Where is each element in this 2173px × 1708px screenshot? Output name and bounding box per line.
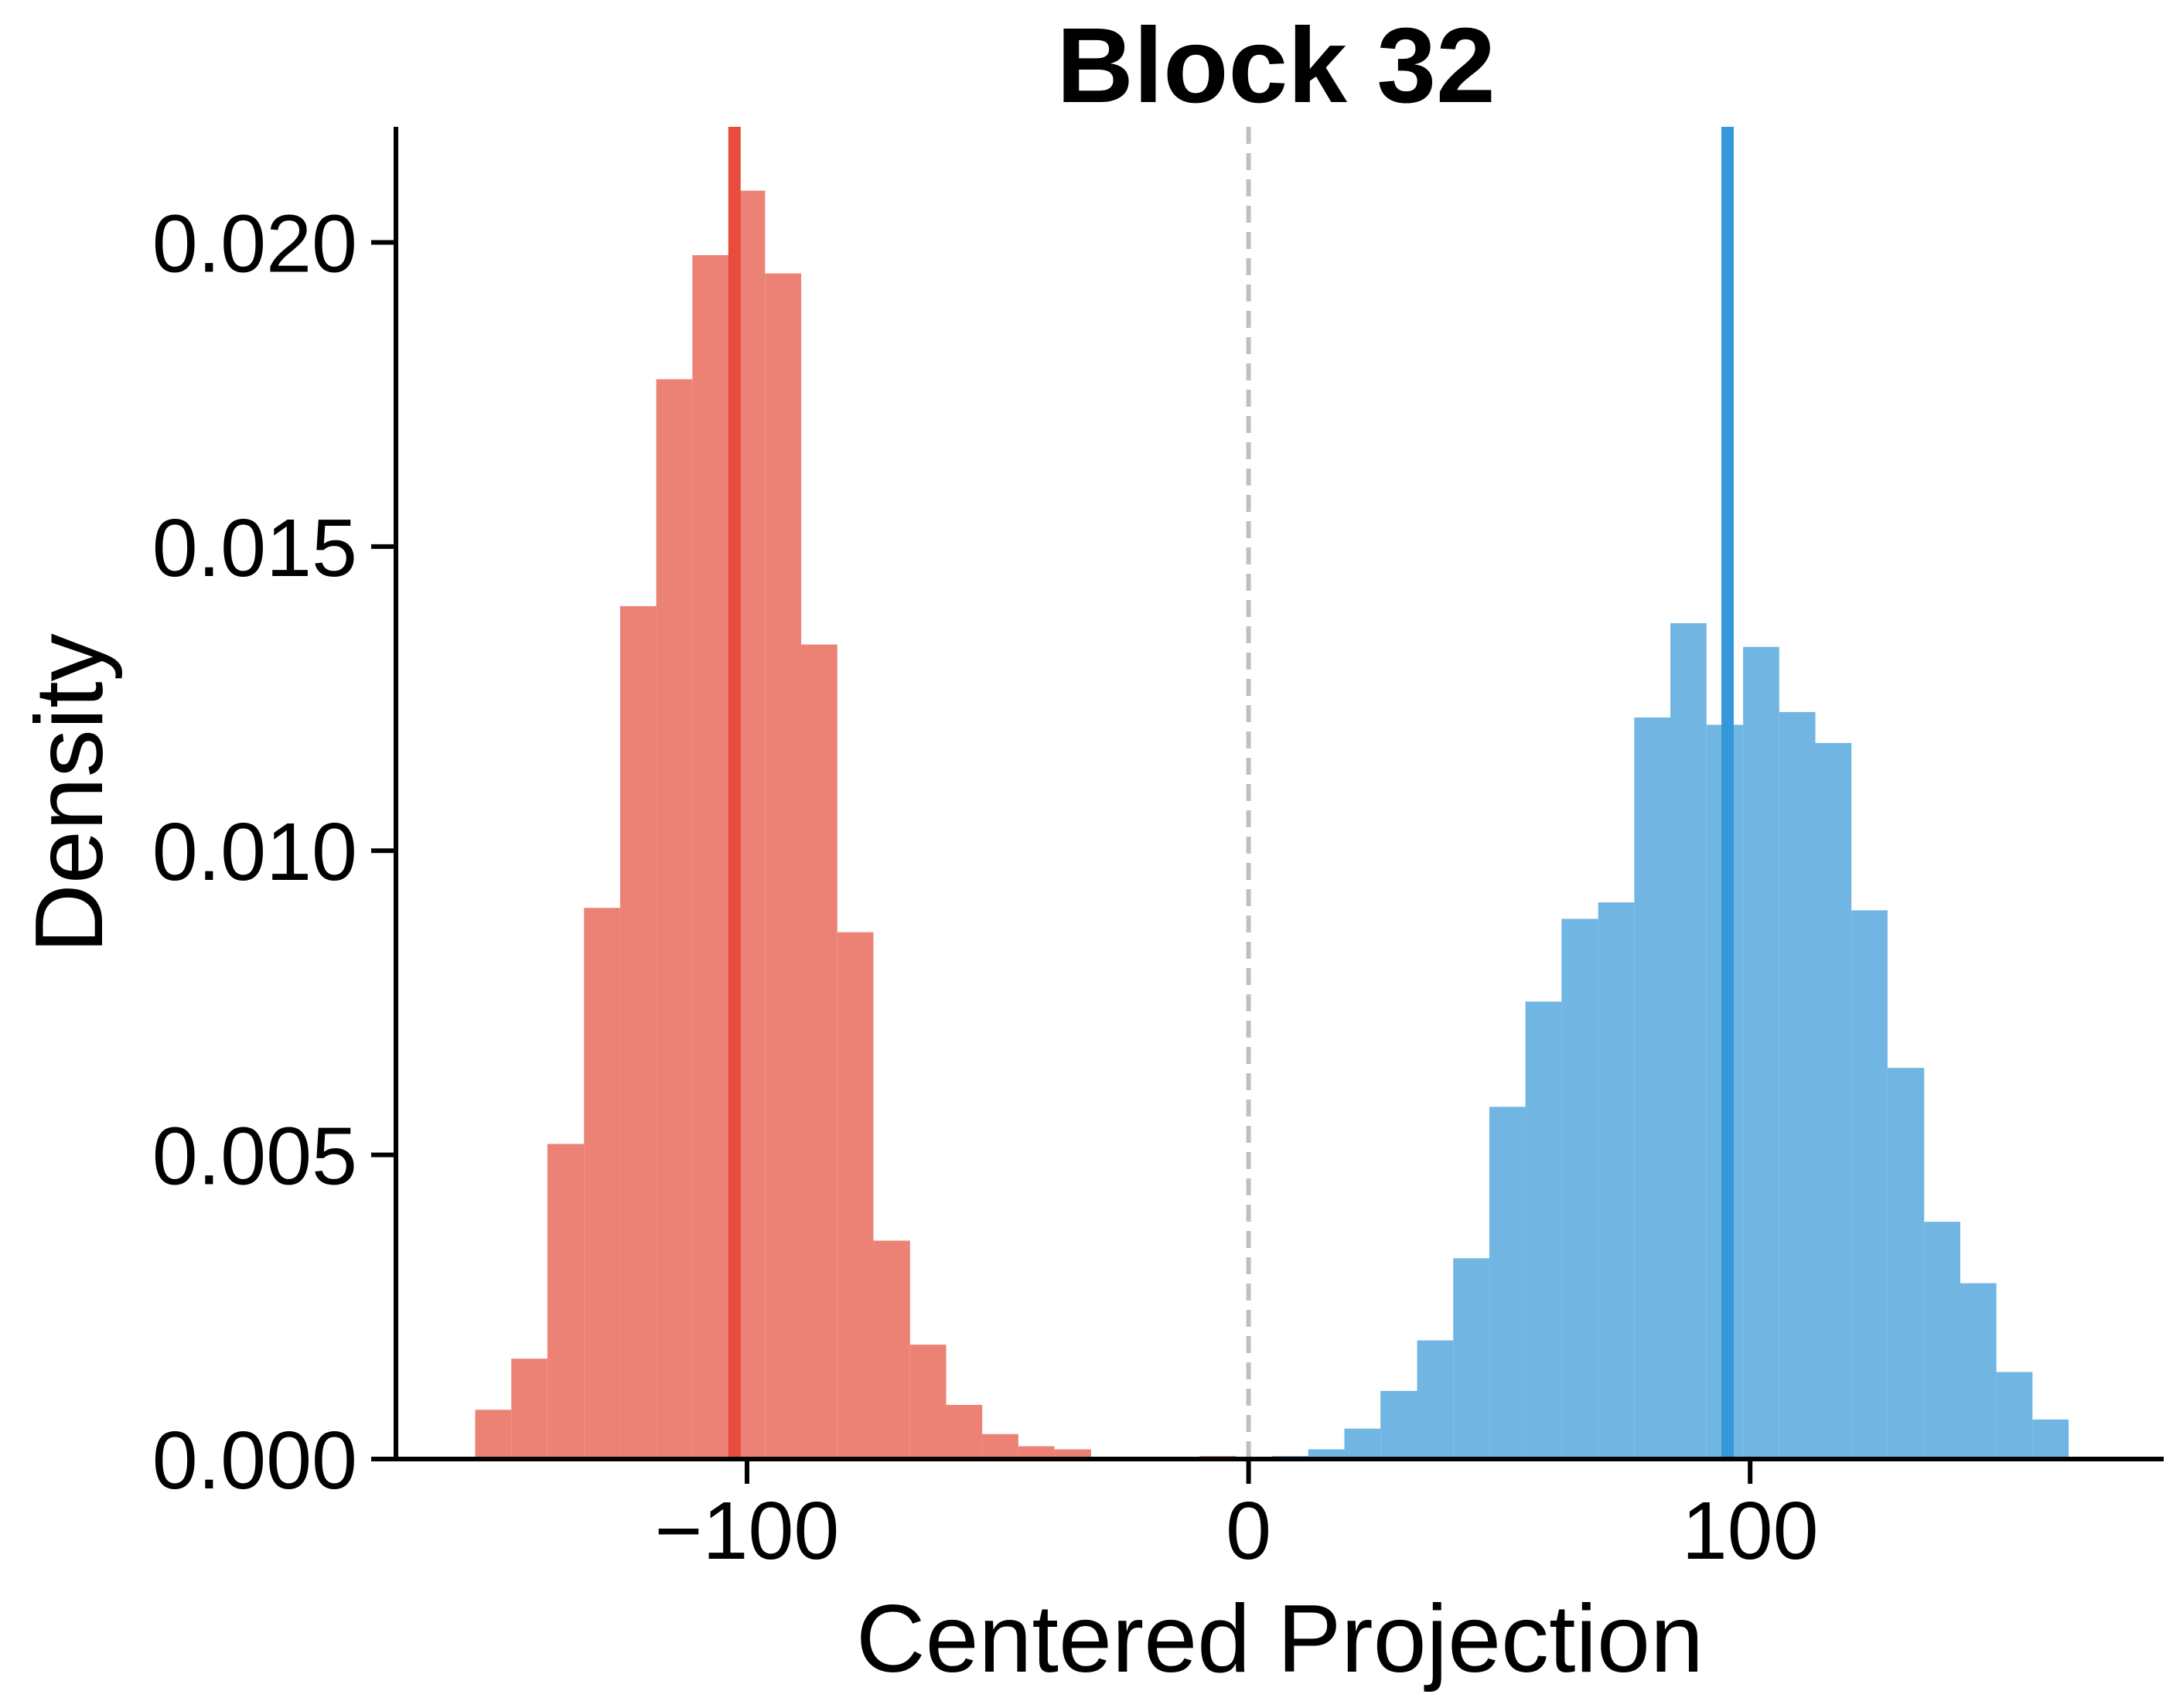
histogram-bar-series-2-bin-21	[1960, 1283, 1997, 1459]
histogram-bar-series-2-bin-9	[1525, 1001, 1562, 1459]
histogram-bar-series-1-bin-16	[1018, 1446, 1055, 1459]
histogram-bar-series-1-bin-15	[982, 1434, 1018, 1459]
histogram-bar-series-1-bin-12	[873, 1240, 910, 1459]
x-axis-label: Centered Projection	[856, 1586, 1704, 1693]
histogram-bar-series-2-bin-16	[1779, 711, 1816, 1459]
histogram-bar-series-2-bin-12	[1634, 717, 1671, 1459]
histogram-bar-series-2-bin-20	[1924, 1222, 1960, 1459]
chart-title: Block 32	[1056, 6, 1496, 125]
histogram-bar-series-2-bin-6	[1417, 1340, 1454, 1459]
y-tick-label-3: 0.010	[152, 806, 357, 898]
y-tick-label-2: 0.005	[152, 1111, 357, 1202]
histogram-bar-series-1-bin-4	[584, 908, 620, 1459]
y-tick-label-5: 0.020	[152, 198, 357, 289]
histogram-bar-series-1-bin-3	[547, 1144, 585, 1459]
x-axis-ticks: −100 0 100	[655, 1459, 1819, 1577]
histogram-bar-series-2-bin-11	[1598, 902, 1635, 1459]
histogram-bar-series-2-bin-22	[1996, 1372, 2033, 1459]
histogram-bar-series-1-bin-13	[909, 1345, 947, 1459]
histogram-bar-series-1-bin-17	[1054, 1449, 1091, 1459]
y-tick-label-1: 0.000	[152, 1415, 357, 1506]
histogram-bar-series-1-bin-7	[692, 255, 729, 1459]
x-tick-label-3: 100	[1682, 1485, 1819, 1577]
y-axis-ticks: 0.000 0.005 0.010 0.015 0.020	[152, 198, 396, 1506]
histogram-bar-series-1-bin-1	[475, 1410, 512, 1459]
x-tick-label-1: −100	[655, 1485, 840, 1577]
histogram-bar-series-2-bin-8	[1489, 1106, 1526, 1459]
histogram-bar-series-1-bin-14	[946, 1404, 983, 1459]
histogram-bar-series-2-bin-7	[1453, 1258, 1489, 1459]
x-tick-label-2: 0	[1226, 1485, 1271, 1577]
histogram-bar-series-2-bin-19	[1887, 1068, 1925, 1459]
y-axis-label: Density	[16, 633, 123, 953]
histogram-bar-series-2-bin-23	[2032, 1419, 2069, 1459]
histogram-bar-series-1-bin-11	[837, 932, 874, 1459]
histogram-bar-series-1-bin-9	[765, 273, 802, 1460]
histogram-bars	[475, 190, 2069, 1460]
histogram-bar-series-2-bin-4	[1344, 1428, 1381, 1459]
histogram-bar-series-1-bin-6	[656, 379, 693, 1459]
reference-lines	[728, 127, 1734, 1459]
y-tick-label-4: 0.015	[152, 503, 357, 594]
axes	[394, 127, 2164, 1461]
histogram-bar-series-1-bin-10	[801, 644, 837, 1460]
histogram-bar-series-2-bin-5	[1380, 1390, 1417, 1459]
histogram-bar-series-1-bin-2	[511, 1359, 548, 1459]
histogram-bar-series-1-bin-5	[619, 605, 657, 1459]
histogram-bar-series-2-bin-3	[1308, 1449, 1345, 1459]
histogram-bar-series-2-bin-15	[1743, 646, 1779, 1459]
histogram-bar-series-2-bin-18	[1851, 910, 1888, 1459]
histogram-bar-series-2-bin-13	[1670, 622, 1707, 1459]
histogram-bar-series-2-bin-17	[1815, 742, 1852, 1459]
histogram-bar-series-2-bin-10	[1561, 919, 1598, 1459]
